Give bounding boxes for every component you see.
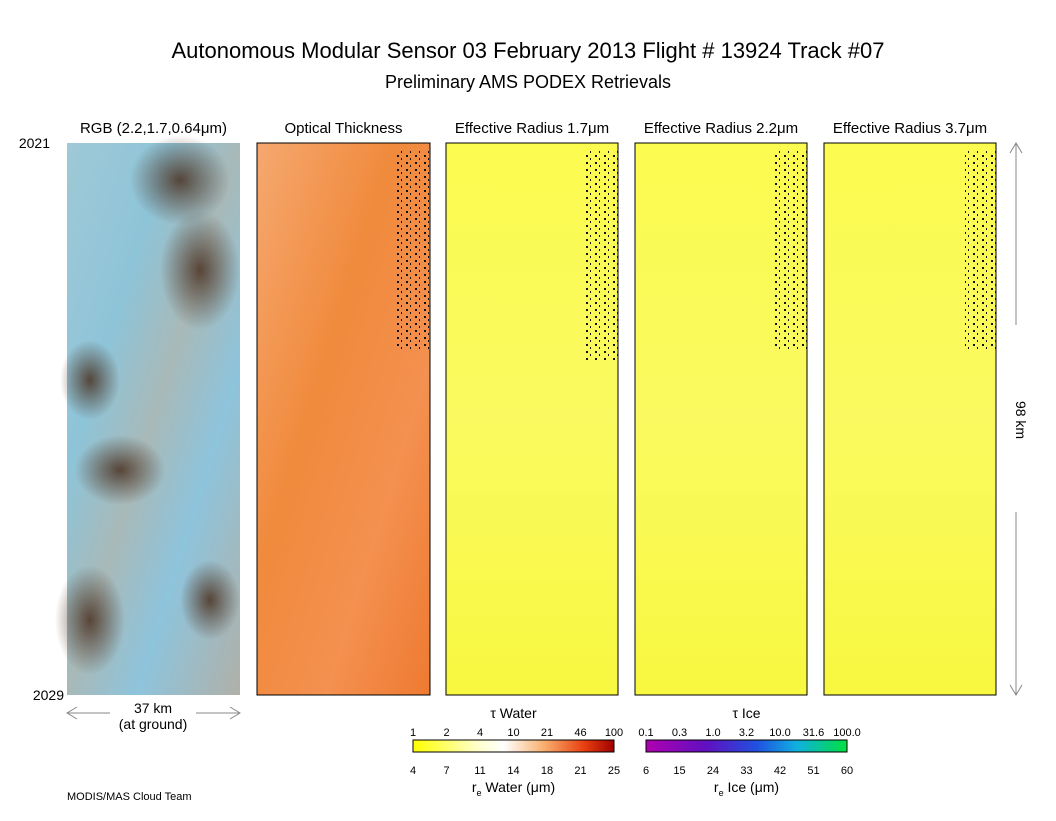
panel-title: Effective Radius 1.7μm bbox=[455, 120, 609, 137]
ice-colorbar bbox=[645, 739, 848, 753]
colorbar-bottom-tick: 42 bbox=[774, 765, 786, 777]
colorbar-bottom-tick: 11 bbox=[474, 765, 485, 777]
label-text: Ice (μm) bbox=[727, 779, 779, 795]
water-colorbar bbox=[412, 739, 615, 753]
label-subscript: e bbox=[719, 788, 724, 798]
colorbar-top-tick: 0.3 bbox=[672, 727, 687, 739]
colorbar-top-tick: 1 bbox=[410, 727, 416, 739]
colorbar-bottom-tick: 6 bbox=[643, 765, 649, 777]
colorbar-top-tick: 10.0 bbox=[769, 727, 790, 739]
colorbar-label: re Water (μm) bbox=[472, 779, 555, 798]
panel-title: RGB (2.2,1.7,0.64μm) bbox=[80, 120, 227, 137]
start-time: 2021 bbox=[19, 135, 50, 151]
colorbar-top-tick: 10 bbox=[507, 727, 519, 739]
colorbar-top-tick: 46 bbox=[574, 727, 586, 739]
colorbar-bottom-tick: 33 bbox=[740, 765, 752, 777]
subtitle: Preliminary AMS PODEX Retrievals bbox=[385, 72, 671, 92]
panel-title: Effective Radius 3.7μm bbox=[833, 120, 987, 137]
colorbar-bottom-tick: 7 bbox=[443, 765, 449, 777]
colorbar-top-tick: 3.2 bbox=[739, 727, 754, 739]
colorbar-top-tick: 21 bbox=[541, 727, 553, 739]
length-label: 98 km bbox=[1013, 401, 1029, 439]
panel-title: Effective Radius 2.2μm bbox=[644, 120, 798, 137]
colorbar-bottom-tick: 21 bbox=[574, 765, 586, 777]
colorbar-bottom-tick: 25 bbox=[608, 765, 620, 777]
colorbar-top-tick: 2 bbox=[443, 727, 449, 739]
colorbar-bottom-tick: 14 bbox=[507, 765, 519, 777]
colorbar-bottom-tick: 4 bbox=[410, 765, 416, 777]
title: Autonomous Modular Sensor 03 February 20… bbox=[172, 38, 885, 63]
colorbar-top-tick: 4 bbox=[477, 727, 483, 739]
colorbar-bottom-tick: 18 bbox=[541, 765, 553, 777]
panel-title: Optical Thickness bbox=[284, 120, 402, 137]
colorbar-title: τ Water bbox=[490, 705, 537, 721]
width-note: (at ground) bbox=[119, 716, 187, 732]
width-label: 37 km bbox=[134, 700, 172, 716]
colorbar-label: re Ice (μm) bbox=[714, 779, 779, 798]
panel-images bbox=[55, 135, 997, 696]
colorbar-bottom-tick: 51 bbox=[807, 765, 819, 777]
colorbar-bottom-tick: 60 bbox=[841, 765, 853, 777]
colorbar-bottom-tick: 24 bbox=[707, 765, 719, 777]
label-symbol: r bbox=[472, 779, 477, 795]
scale-arrows bbox=[66, 142, 1023, 720]
end-time: 2029 bbox=[33, 687, 64, 703]
label-subscript: e bbox=[477, 788, 482, 798]
colorbar-bottom-tick: 15 bbox=[673, 765, 685, 777]
colorbar-title: τ Ice bbox=[732, 705, 760, 721]
colorbar-top-tick: 1.0 bbox=[705, 727, 720, 739]
colorbar-top-tick: 100.0 bbox=[833, 727, 861, 739]
colorbar-top-tick: 100 bbox=[605, 727, 623, 739]
label-text: Water (μm) bbox=[485, 779, 555, 795]
colorbar-top-tick: 0.1 bbox=[638, 727, 653, 739]
footer: MODIS/MAS Cloud Team bbox=[67, 791, 192, 803]
colorbar-top-tick: 31.6 bbox=[803, 727, 824, 739]
label-symbol: r bbox=[714, 779, 719, 795]
